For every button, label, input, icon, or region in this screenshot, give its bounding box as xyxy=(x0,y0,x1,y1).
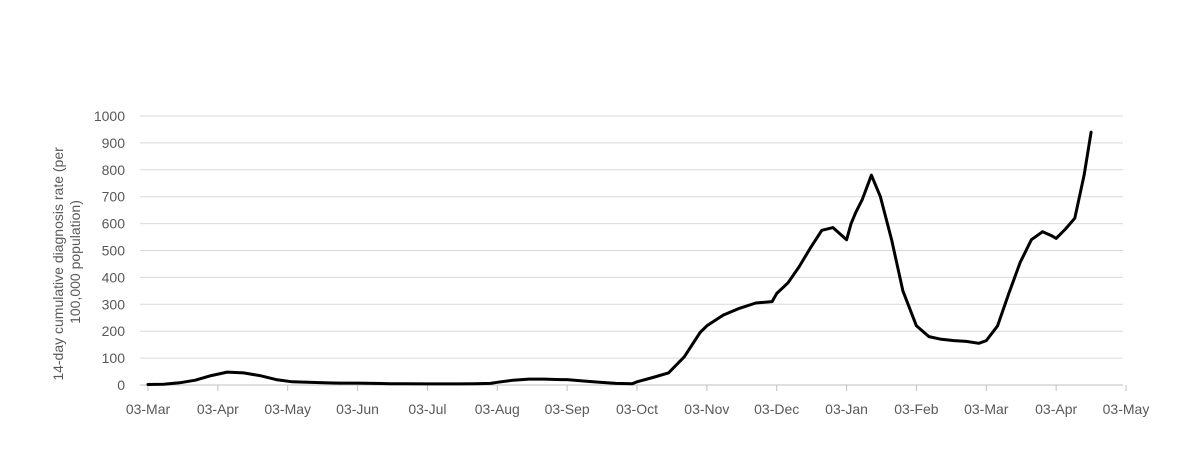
x-tick-label: 03-Oct xyxy=(616,401,658,417)
x-tick-label: 03-Jul xyxy=(408,401,446,417)
gridlines xyxy=(140,115,1123,359)
y-tick-label: 300 xyxy=(102,296,126,312)
x-tick-label: 03-Apr xyxy=(197,401,239,417)
y-tick-label: 100 xyxy=(102,350,126,366)
series-group xyxy=(146,130,1093,386)
y-tick-label: 700 xyxy=(102,189,126,205)
y-tick-label: 0 xyxy=(117,377,125,393)
x-tick-label: 03-May xyxy=(1103,401,1150,417)
x-tick-label: 03-Aug xyxy=(475,401,520,417)
y-tick-label: 1000 xyxy=(94,108,125,124)
x-tick-label: 03-Apr xyxy=(1035,401,1077,417)
x-tick-label: 03-Feb xyxy=(894,401,939,417)
series-line xyxy=(146,130,1093,386)
y-axis-title-line-2: 100,000 population) xyxy=(67,200,83,324)
x-axis: 03-Mar 03-Apr 03-May 03-Jun 03-Jul 03-Aug 03-S… xyxy=(126,384,1150,417)
x-tick-label: 03-Mar xyxy=(964,401,1009,417)
x-tick-label: 03-Jan xyxy=(825,401,868,417)
y-axis-title-line-1: 14-day cumulative diagnosis rate (per xyxy=(50,147,66,381)
y-tick-label: 200 xyxy=(102,323,126,339)
x-tick-label: 03-May xyxy=(264,401,311,417)
y-tick-label: 500 xyxy=(102,243,126,259)
x-tick-label: 03-Nov xyxy=(684,401,729,417)
y-tick-label: 400 xyxy=(102,269,126,285)
x-tick-label: 03-Sep xyxy=(545,401,590,417)
y-axis-title: 14-day cumulative diagnosis rate (per 10… xyxy=(50,143,83,380)
y-tick-label: 900 xyxy=(102,135,126,151)
y-tick-label: 600 xyxy=(102,216,126,232)
x-tick-label: 03-Mar xyxy=(126,401,171,417)
x-tick-label: 03-Dec xyxy=(754,401,799,417)
x-tick-label: 03-Jun xyxy=(336,401,379,417)
y-axis: 0 100 200 300 400 500 600 700 800 900 1000 xyxy=(94,108,125,393)
y-tick-label: 800 xyxy=(102,162,126,178)
